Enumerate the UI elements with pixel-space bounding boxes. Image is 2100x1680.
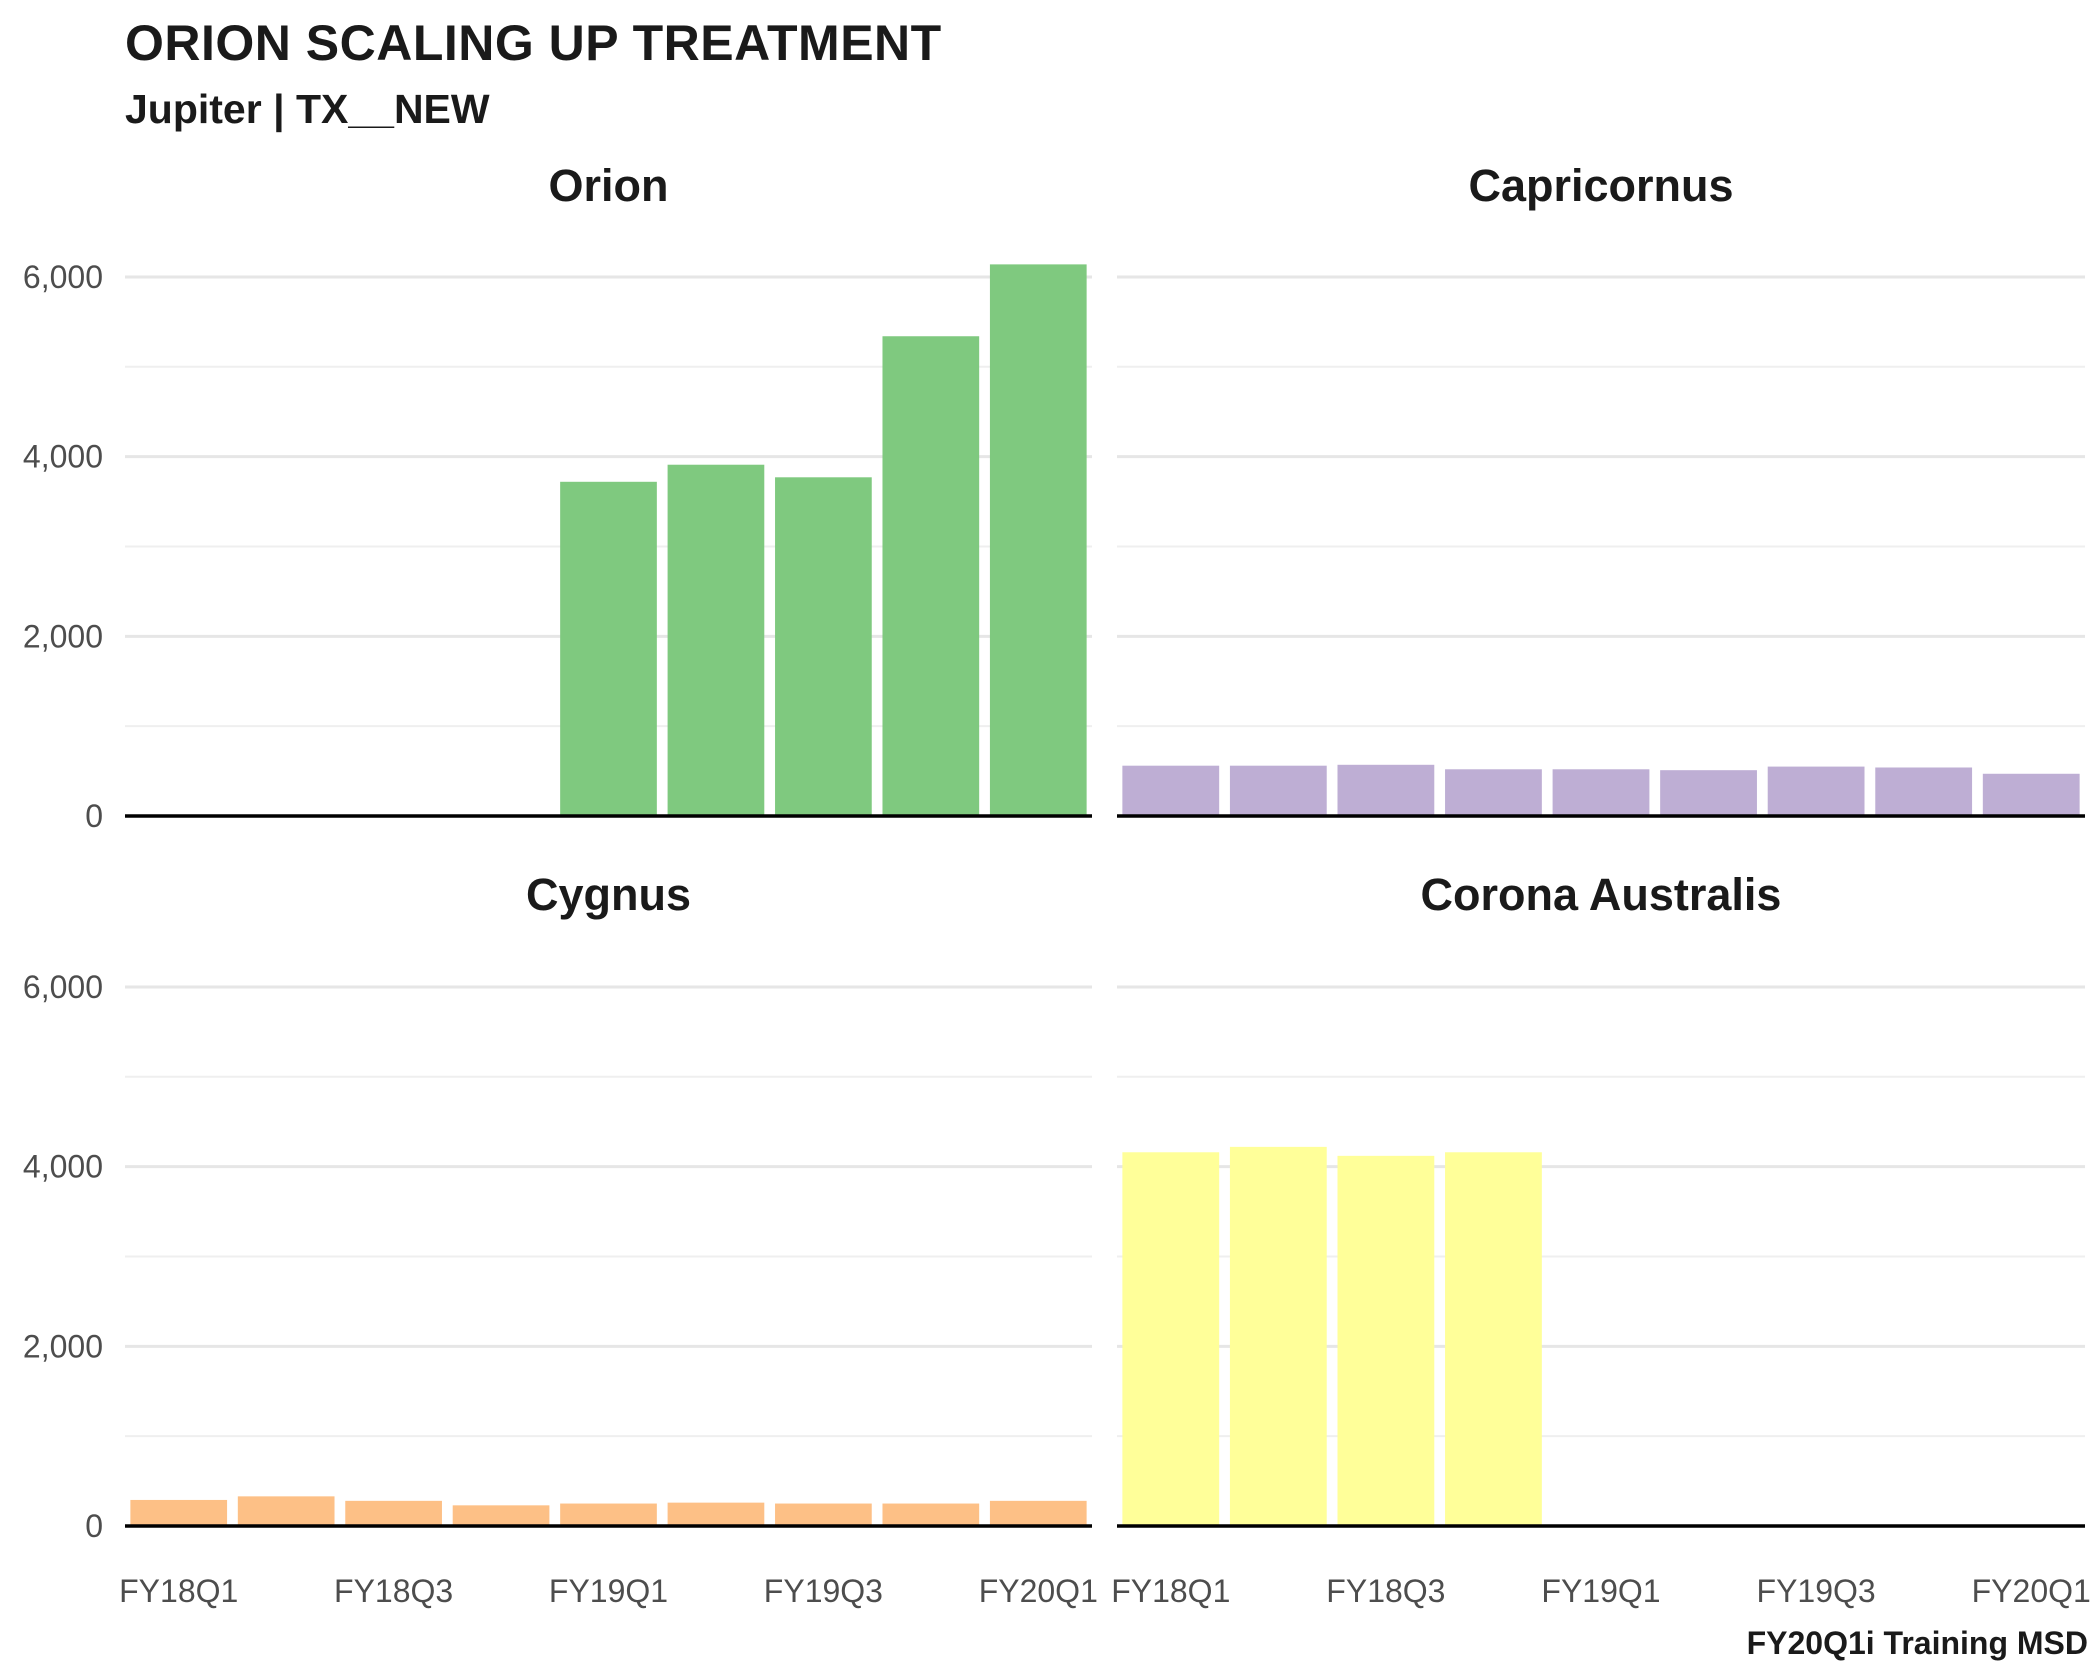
bar-fy18q3 (345, 1500, 442, 1526)
bar-fy20q1 (989, 264, 1087, 816)
x-tick-label: FY20Q1 (1972, 1573, 2091, 1609)
panel-title-corona-australis: Corona Australis (1421, 869, 1782, 920)
bar-fy18q1 (1122, 765, 1220, 816)
bar-fy19q1 (560, 481, 657, 816)
bar-fy19q2 (667, 464, 765, 816)
bar-fy19q3 (775, 1503, 872, 1526)
x-tick-label: FY18Q1 (1111, 1573, 1230, 1609)
x-tick-label: FY18Q3 (334, 1573, 453, 1609)
panel-title-orion: Orion (549, 160, 669, 211)
x-tick-label: FY19Q3 (1757, 1573, 1876, 1609)
bar-fy18q2 (237, 1496, 335, 1526)
bar-fy18q1 (1122, 1152, 1220, 1526)
bar-fy19q2 (1660, 770, 1757, 816)
bar-fy19q2 (667, 1502, 765, 1526)
y-tick-label: 2,000 (23, 618, 103, 654)
bar-fy20q1 (1982, 773, 2080, 816)
bar-fy18q1 (130, 1499, 228, 1526)
bar-fy18q3 (1337, 1155, 1435, 1526)
bar-fy18q4 (1445, 769, 1542, 816)
x-tick-label: FY19Q3 (764, 1573, 883, 1609)
bar-fy19q3 (1767, 766, 1865, 816)
y-tick-label: 2,000 (23, 1328, 103, 1364)
bar-fy19q3 (775, 477, 872, 816)
chart-title: ORION SCALING UP TREATMENT (125, 15, 942, 71)
y-tick-label: 6,000 (23, 969, 103, 1005)
bar-fy19q4 (882, 336, 980, 816)
y-tick-label: 6,000 (23, 259, 103, 295)
x-tick-label: FY20Q1 (979, 1573, 1098, 1609)
panel-title-capricornus: Capricornus (1468, 160, 1733, 211)
bar-fy20q1 (989, 1500, 1087, 1526)
bar-fy18q2 (1229, 1146, 1327, 1526)
bar-fy19q4 (1875, 767, 1973, 816)
chart-subtitle: Jupiter | TX__NEW (125, 86, 490, 132)
x-tick-label: FY19Q1 (1541, 1573, 1660, 1609)
panel-title-cygnus: Cygnus (526, 869, 691, 920)
bar-fy19q1 (1552, 769, 1650, 816)
bar-fy18q4 (1445, 1152, 1542, 1526)
bar-fy19q1 (560, 1503, 657, 1526)
bar-fy19q4 (882, 1503, 980, 1526)
bar-fy18q2 (1229, 765, 1327, 816)
bar-fy18q4 (452, 1505, 550, 1526)
x-tick-label: FY18Q3 (1326, 1573, 1445, 1609)
chart-caption: FY20Q1i Training MSD (1746, 1625, 2088, 1661)
bar-fy18q3 (1337, 764, 1435, 816)
y-tick-label: 4,000 (23, 1149, 103, 1185)
y-tick-label: 0 (85, 1508, 103, 1544)
y-tick-label: 4,000 (23, 439, 103, 475)
y-tick-label: 0 (85, 798, 103, 834)
x-tick-label: FY19Q1 (549, 1573, 668, 1609)
x-tick-label: FY18Q1 (119, 1573, 238, 1609)
